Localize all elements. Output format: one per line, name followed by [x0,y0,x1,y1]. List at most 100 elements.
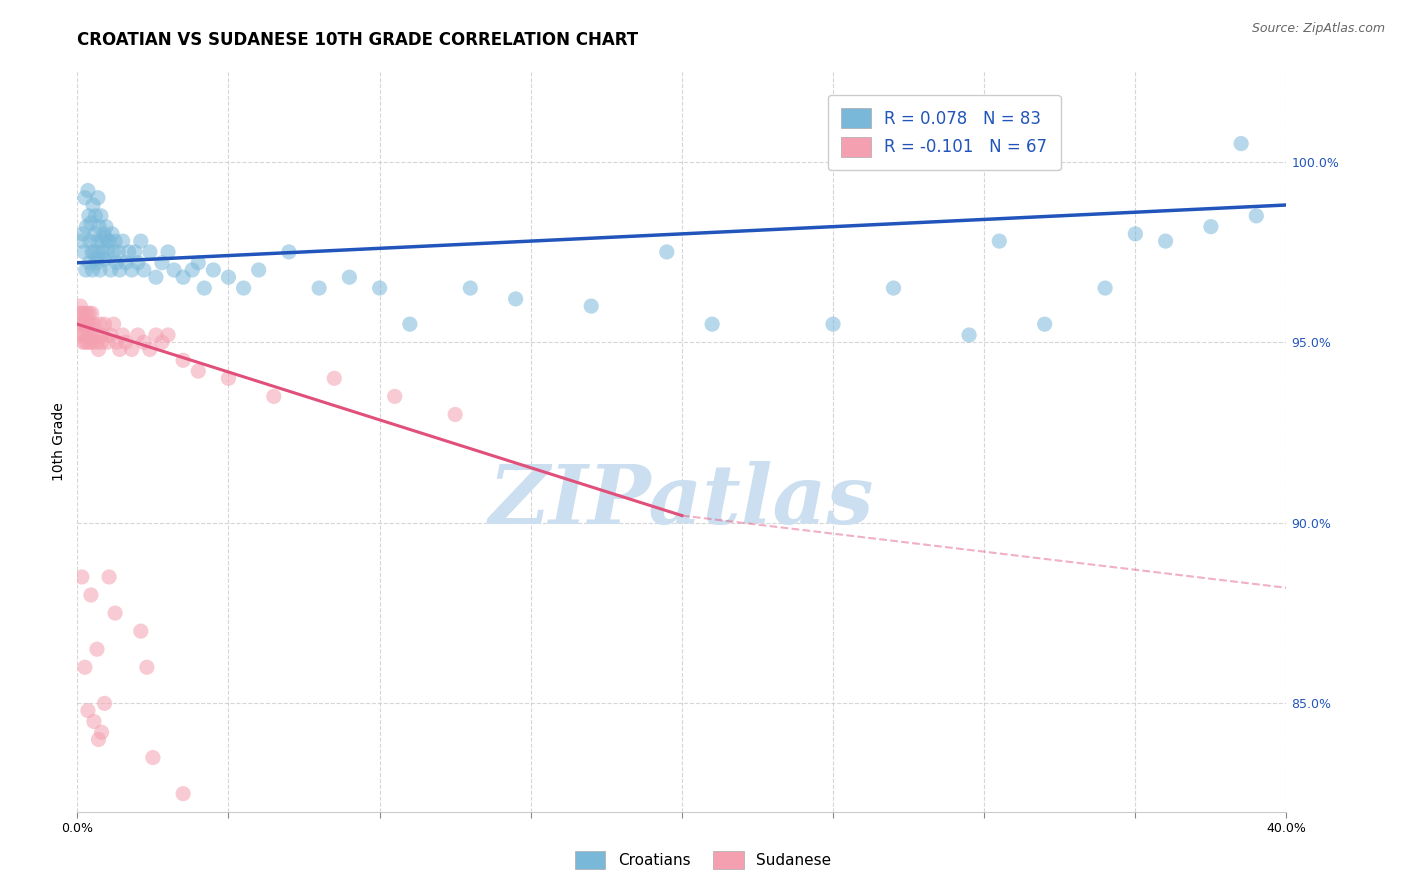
Point [101,227,124,241]
Point [1033,317,1056,331]
Point [702,317,724,331]
Point [132,335,155,350]
Point [142,750,165,764]
Point [1199,219,1222,234]
Point [70,306,93,320]
Point [145,328,167,343]
Point [67,317,90,331]
Point [444,408,467,422]
Point [86,335,108,350]
Point [150,256,173,270]
Point [163,263,186,277]
Legend: Croatians, Sudanese: Croatians, Sudanese [569,845,837,875]
Point [105,335,128,350]
Point [73,306,96,320]
Point [90,234,112,248]
Point [247,263,270,277]
Point [655,244,678,259]
Point [80,216,103,230]
Point [108,263,131,277]
Point [1230,136,1253,151]
Point [127,328,149,343]
Point [75,219,97,234]
Point [83,714,105,729]
Point [172,270,194,285]
Point [75,335,97,350]
Point [135,660,157,674]
Text: Source: ZipAtlas.com: Source: ZipAtlas.com [1251,22,1385,36]
Point [84,252,107,267]
Point [73,244,96,259]
Point [70,317,93,331]
Point [79,317,101,331]
Point [132,263,155,277]
Point [93,252,115,267]
Point [94,219,117,234]
Point [91,328,114,343]
Point [150,335,173,350]
Point [124,244,146,259]
Point [75,328,97,343]
Point [114,335,136,350]
Point [80,244,103,259]
Point [100,328,122,343]
Point [111,234,134,248]
Point [114,256,136,270]
Point [145,270,167,285]
Point [87,732,110,747]
Point [73,660,96,674]
Point [105,256,128,270]
Point [278,244,301,259]
Point [339,270,360,285]
Point [79,306,101,320]
Point [73,328,96,343]
Point [86,234,108,248]
Point [218,371,240,385]
Point [77,209,100,223]
Point [72,317,94,331]
Point [82,335,104,350]
Point [86,642,108,657]
Point [1094,281,1116,295]
Point [107,244,129,259]
Point [399,317,422,331]
Point [89,263,111,277]
Point [129,234,152,248]
Point [69,306,91,320]
Point [87,191,110,205]
Point [104,234,127,248]
Point [103,244,125,259]
Point [91,244,114,259]
Point [79,234,101,248]
Point [75,317,97,331]
Point [79,256,101,270]
Point [87,219,110,234]
Legend: R = 0.078   N = 83, R = -0.101   N = 67: R = 0.078 N = 83, R = -0.101 N = 67 [828,95,1060,170]
Point [187,256,209,270]
Point [76,306,98,320]
Point [80,328,103,343]
Point [96,244,118,259]
Point [232,281,254,295]
Point [93,227,115,241]
Point [83,244,105,259]
Point [121,263,143,277]
Text: ZIPatlas: ZIPatlas [489,461,875,541]
Point [98,570,121,584]
Point [129,624,152,639]
Point [87,244,110,259]
Point [87,343,110,357]
Point [988,234,1011,248]
Point [118,244,141,259]
Point [77,184,100,198]
Point [121,343,143,357]
Point [218,270,240,285]
Point [93,697,115,711]
Point [83,317,105,331]
Point [172,787,194,801]
Point [505,292,527,306]
Point [202,263,225,277]
Point [90,725,112,739]
Point [108,343,131,357]
Point [957,328,980,343]
